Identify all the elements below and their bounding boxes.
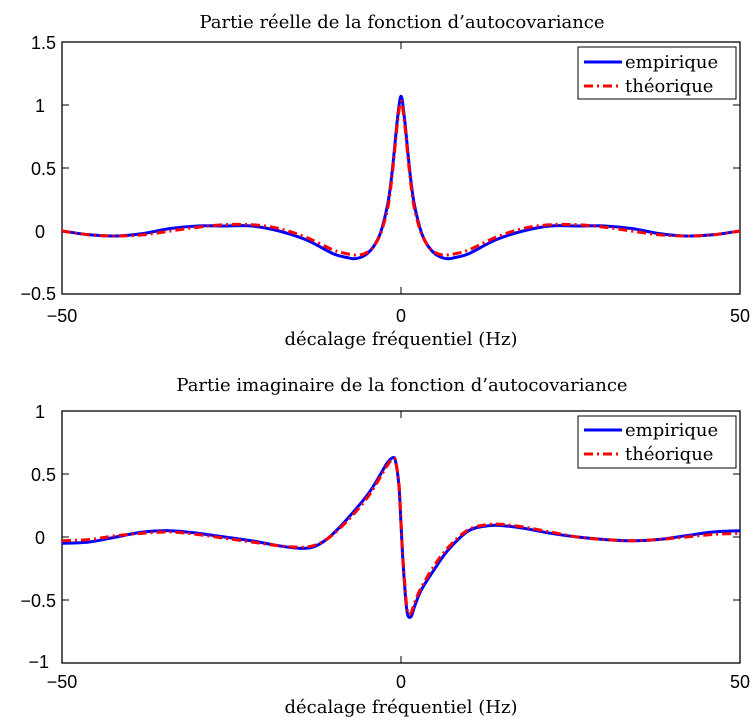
y-tick-label: 1.5 <box>31 33 56 53</box>
y-tick-label: 0 <box>35 222 45 242</box>
x-tick-label: 0 <box>396 306 406 326</box>
y-ticks-real: 1.5 1 0.5 0 −0.5 <box>20 33 740 304</box>
legend-box <box>577 415 737 469</box>
x-tick-label: −50 <box>47 306 78 326</box>
x-tick-label: 50 <box>730 306 750 326</box>
x-tick-label: 50 <box>730 672 750 692</box>
legend-box <box>577 46 737 100</box>
legend-label-theorique: théorique <box>625 76 713 97</box>
x-ticks-real: −50 0 50 <box>47 42 750 326</box>
legend-label-theorique: théorique <box>625 444 713 465</box>
series-line-theorique <box>62 456 740 616</box>
y-tick-label: −0.5 <box>20 591 56 611</box>
y-tick-label: 1 <box>35 402 45 422</box>
x-tick-label: 0 <box>396 672 406 692</box>
y-tick-label: 1 <box>35 96 45 116</box>
legend-imag: empirique théorique <box>577 415 737 469</box>
y-tick-label: −1 <box>28 652 49 672</box>
legend-label-empirique: empirique <box>625 420 718 441</box>
x-ticks-imag: −50 0 50 <box>47 411 750 692</box>
y-tick-label: 0 <box>35 528 45 548</box>
y-tick-label: 0.5 <box>31 159 56 179</box>
y-tick-label: 0.5 <box>31 465 56 485</box>
chart-real-part: Partie réelle de la fonction d’autocovar… <box>20 12 750 350</box>
chart-imaginary-part: Partie imaginaire de la fonction d’autoc… <box>20 375 750 718</box>
chart-title-imag: Partie imaginaire de la fonction d’autoc… <box>176 375 627 396</box>
series-line-theorique <box>62 99 740 257</box>
x-axis-label-imag: décalage fréquentiel (Hz) <box>285 697 518 718</box>
y-ticks-imag: 1 0.5 0 −0.5 −1 <box>20 402 740 672</box>
x-tick-label: −50 <box>47 672 78 692</box>
x-axis-label-real: décalage fréquentiel (Hz) <box>285 329 518 350</box>
legend-label-empirique: empirique <box>625 52 718 73</box>
y-tick-label: −0.5 <box>20 284 56 304</box>
legend-real: empirique théorique <box>577 46 737 100</box>
chart-title-real: Partie réelle de la fonction d’autocovar… <box>199 12 604 33</box>
